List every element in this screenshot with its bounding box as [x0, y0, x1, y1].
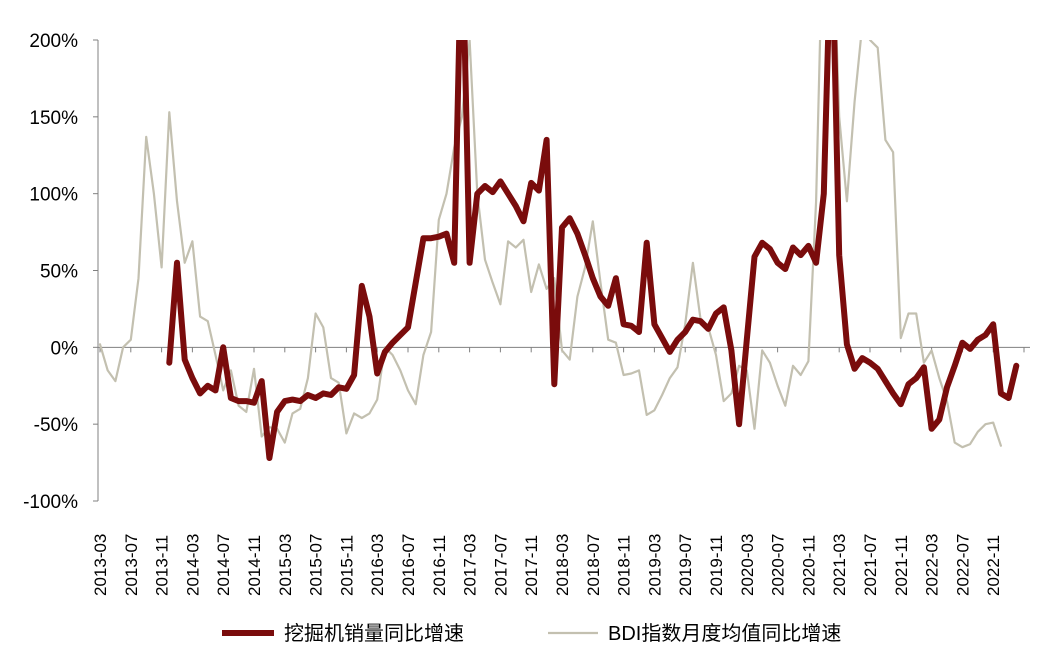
- axes: 200% 150% 100% 50% 0% -50% -100% 2013-03 2013-07…: [23, 31, 1030, 596]
- legend: 挖掘机销量同比增速 BDI指数月度均值同比增速: [222, 622, 841, 645]
- y-tick-label: -100%: [23, 492, 78, 513]
- y-tick-label: 200%: [29, 31, 78, 52]
- x-tick-label: 2021-11: [892, 535, 911, 596]
- legend-item-excavator-label: 挖掘机销量同比增速: [284, 622, 464, 645]
- x-tick-label: 2016-11: [430, 535, 449, 596]
- x-tick-label: 2015-03: [276, 534, 295, 596]
- x-tick-label: 2018-11: [615, 535, 634, 596]
- x-tick-label: 2013-03: [91, 534, 110, 596]
- x-tick-label: 2017-03: [461, 534, 480, 596]
- x-tick-label: 2022-11: [984, 535, 1003, 596]
- x-tick-label: 2021-03: [830, 534, 849, 596]
- x-tick-label: 2018-07: [584, 534, 603, 596]
- x-tick-label: 2021-07: [861, 534, 880, 596]
- x-tick-label: 2015-07: [307, 534, 326, 596]
- x-tick-label: 2017-07: [491, 534, 510, 596]
- x-tick-label: 2016-07: [399, 534, 418, 596]
- y-tick-label: 50%: [40, 262, 78, 283]
- x-tick-label: 2013-07: [122, 534, 141, 596]
- y-tick-label: 100%: [29, 185, 78, 206]
- x-tick-label: 2016-03: [368, 534, 387, 596]
- x-tick-label: 2014-07: [214, 534, 233, 596]
- legend-item-bdi-label: BDI指数月度均值同比增速: [608, 622, 841, 645]
- plot-area: [98, 40, 1020, 461]
- y-tick-label: -50%: [34, 415, 78, 436]
- x-tick-label: 2019-11: [707, 535, 726, 596]
- x-tick-label: 2022-07: [953, 534, 972, 596]
- x-tick-label: 2022-03: [923, 534, 942, 596]
- x-tick-label: 2019-03: [645, 534, 664, 596]
- x-tick-label: 2019-07: [676, 534, 695, 596]
- x-tick-label: 2020-11: [799, 535, 818, 596]
- x-tick-label: 2018-03: [553, 534, 572, 596]
- x-tick-label: 2017-11: [522, 535, 541, 596]
- x-tick-label: 2020-03: [738, 534, 757, 596]
- x-tick-label: 2020-07: [769, 534, 788, 596]
- x-tick-label: 2015-11: [337, 535, 356, 596]
- y-tick-label: 0%: [51, 338, 79, 359]
- x-tick-label: 2013-11: [153, 535, 172, 596]
- series-line-excavator: [166, 40, 1020, 461]
- x-tick-label: 2014-03: [183, 534, 202, 596]
- x-tick-label: 2014-11: [245, 535, 264, 596]
- y-tick-label: 150%: [29, 108, 78, 129]
